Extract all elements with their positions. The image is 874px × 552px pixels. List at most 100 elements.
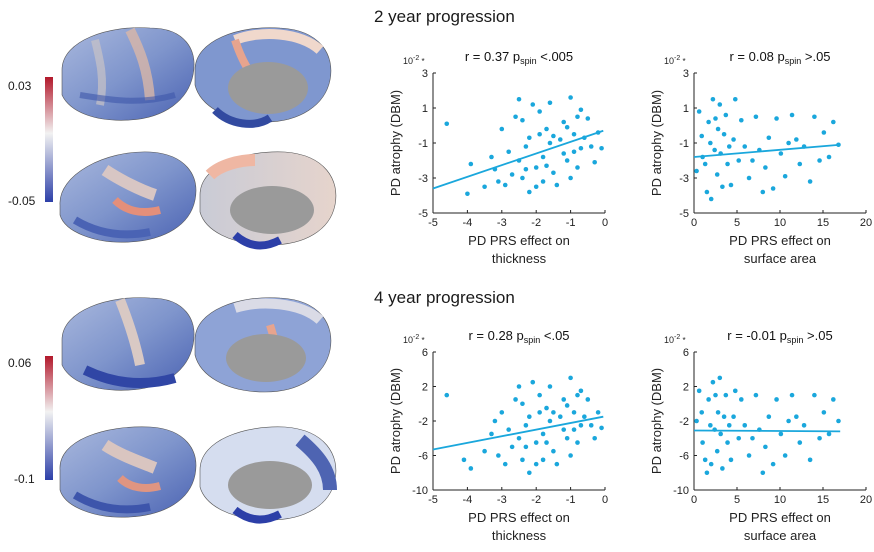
plot-2-point bbox=[704, 189, 710, 195]
plot-1-point bbox=[599, 145, 604, 151]
plot-4-scale-note: 10-2 * bbox=[664, 334, 686, 345]
plot-2-ytick-label: 1 bbox=[683, 103, 689, 115]
plot-4-xtick-label: 10 bbox=[774, 494, 786, 506]
plot-1-point bbox=[502, 182, 508, 188]
section-title-4yr: 4 year progression bbox=[374, 288, 515, 307]
plot-3-point bbox=[551, 448, 556, 454]
plot-2-xtick-label: 20 bbox=[860, 217, 872, 229]
plot-2-point bbox=[774, 116, 779, 121]
plot-4-ytick-label: -2 bbox=[679, 416, 689, 428]
plot-3-point bbox=[523, 444, 529, 450]
plot-2-point bbox=[831, 119, 836, 125]
plot-4-point bbox=[794, 414, 799, 419]
plot-4-point bbox=[714, 448, 720, 454]
plot-2-ytick-label: -5 bbox=[679, 208, 689, 220]
plot-4-point bbox=[763, 444, 768, 450]
plot-3-point bbox=[599, 425, 604, 431]
plot-3-point bbox=[533, 440, 539, 445]
plot-4-xtick-label: 0 bbox=[691, 494, 697, 506]
plot-3-point bbox=[544, 405, 549, 411]
plot-4-point bbox=[797, 440, 803, 445]
plot-3-point bbox=[509, 444, 515, 450]
plot-1-xlabel-line-2: thickness bbox=[492, 251, 547, 266]
plot-4-point bbox=[696, 388, 702, 394]
plot-1-ytick-label: 3 bbox=[422, 68, 428, 80]
plot-3-point bbox=[564, 403, 570, 408]
plot-2-point bbox=[699, 133, 705, 139]
plot-1-point bbox=[547, 100, 553, 106]
colorbar-4yr bbox=[45, 356, 53, 480]
plot-4-xlabel-line-1: PD PRS effect on bbox=[729, 510, 831, 525]
plot-3-point bbox=[527, 414, 532, 419]
plot-1-xtick-label: -5 bbox=[428, 217, 438, 229]
plot-4-point bbox=[715, 410, 721, 415]
plot-3-point bbox=[496, 453, 501, 458]
plot-1-point bbox=[509, 172, 515, 177]
plot-4-point bbox=[721, 414, 727, 419]
plot-4-point bbox=[836, 418, 841, 424]
plot-3-ylabel: PD atrophy (DBM) bbox=[388, 368, 403, 474]
plot-1-ylabel: PD atrophy (DBM) bbox=[388, 90, 403, 196]
plot-3-point bbox=[544, 440, 549, 445]
plot-4-point bbox=[826, 431, 832, 437]
plot-1-point bbox=[537, 109, 542, 114]
plot-1-point bbox=[533, 184, 539, 190]
plot-4-point bbox=[770, 461, 776, 467]
brain-maps bbox=[59, 27, 337, 524]
plot-3-title: r = 0.28 pspin <.05 bbox=[468, 328, 569, 345]
plot-3-point bbox=[489, 431, 494, 437]
plot-2-point bbox=[708, 140, 713, 146]
plot-4-point bbox=[760, 470, 766, 476]
plot-1-xtick-label: 0 bbox=[602, 217, 608, 229]
plot-3-point bbox=[568, 453, 573, 458]
plot-2-point bbox=[715, 126, 721, 132]
plot-4-point bbox=[786, 418, 791, 424]
plot-3-point bbox=[540, 431, 546, 437]
plot-1-point bbox=[568, 175, 573, 181]
plot-3-point bbox=[564, 435, 570, 441]
plot-1-point bbox=[523, 166, 529, 172]
plot-3-point bbox=[578, 423, 584, 428]
plot-3-point bbox=[516, 435, 522, 441]
plot-4-point bbox=[801, 423, 807, 428]
plot-1-point bbox=[544, 126, 549, 132]
plot-3-point bbox=[540, 457, 546, 463]
plot-2-ytick-label: -3 bbox=[679, 173, 689, 185]
plot-1-point bbox=[444, 121, 450, 127]
plot-4-xlabel-line-2: surface area bbox=[744, 528, 817, 543]
plot-2-xtick-label: 10 bbox=[774, 217, 786, 229]
plot-1-ytick-label: -5 bbox=[418, 208, 428, 220]
plot-1-point bbox=[561, 119, 567, 125]
plot-3-point bbox=[575, 392, 580, 398]
plot-3-point bbox=[482, 448, 487, 454]
plot-2-point bbox=[739, 117, 744, 123]
plot-1-point bbox=[575, 165, 580, 170]
plot-3-point bbox=[502, 461, 508, 467]
plot-4-point bbox=[742, 423, 748, 428]
plot-4-ylabel: PD atrophy (DBM) bbox=[649, 368, 664, 474]
plot-4-point bbox=[821, 410, 827, 415]
plot-1-xtick-label: -3 bbox=[497, 217, 507, 229]
plot-2-point bbox=[717, 102, 723, 107]
plot-2-title: r = 0.08 pspin >.05 bbox=[729, 49, 830, 66]
plot-2-ylabel: PD atrophy (DBM) bbox=[649, 90, 664, 196]
plot-4-point bbox=[713, 392, 718, 398]
brain-lateral-2yr-bottom bbox=[59, 151, 197, 243]
plot-1-point bbox=[554, 182, 560, 188]
plot-3-scale-note: 10-2 * bbox=[403, 334, 425, 345]
plot-4-fit-line bbox=[693, 429, 841, 433]
plot-4-point bbox=[807, 457, 813, 463]
plot-1-point bbox=[551, 133, 556, 139]
plot-3-point bbox=[595, 410, 601, 415]
plot-2-point bbox=[763, 165, 768, 170]
plot-3-point bbox=[533, 461, 539, 467]
plot-1-point bbox=[540, 179, 546, 184]
plot-2-point bbox=[797, 161, 803, 167]
plot-3-point bbox=[547, 418, 553, 424]
brain-medial-2yr-bottom bbox=[199, 151, 337, 250]
plot-4-xtick-label: 5 bbox=[734, 494, 740, 506]
plot-3-point bbox=[499, 410, 505, 415]
plot-2-point bbox=[812, 114, 817, 120]
plot-1-point bbox=[568, 95, 573, 100]
plot-2-point bbox=[817, 158, 822, 163]
